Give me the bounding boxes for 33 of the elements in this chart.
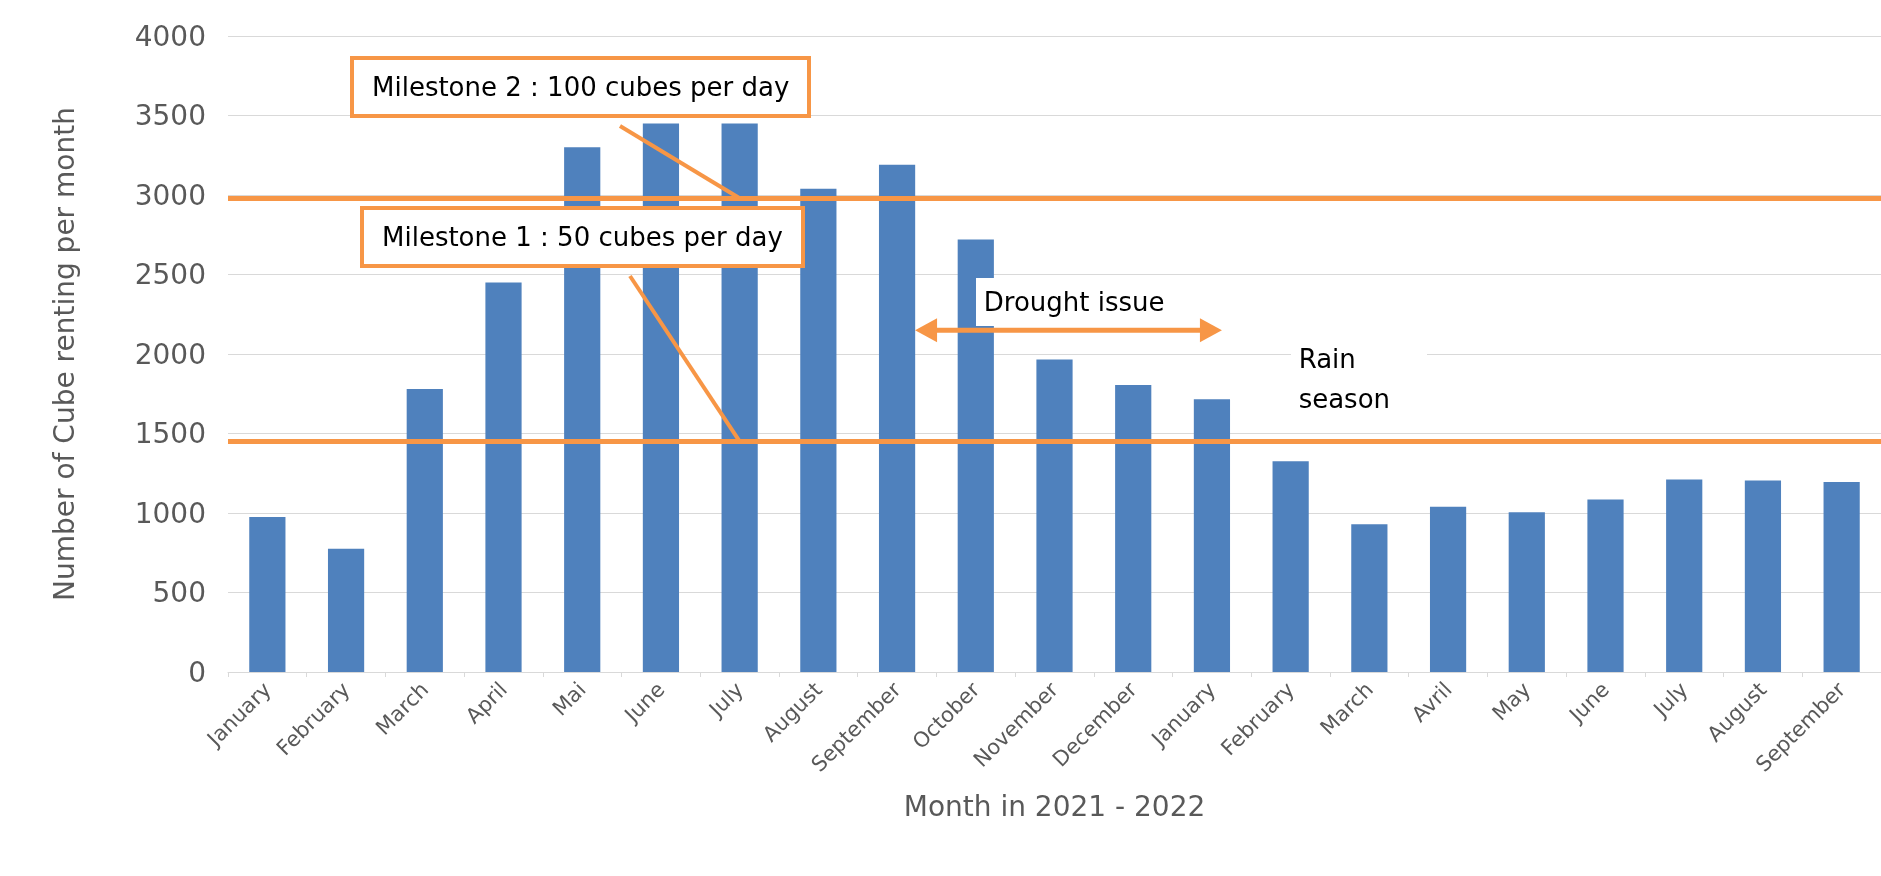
y-axis-title: Number of Cube renting per month bbox=[47, 107, 81, 601]
y-tick-label: 0 bbox=[188, 655, 206, 689]
bar bbox=[1508, 512, 1545, 672]
bar bbox=[249, 516, 286, 672]
y-tick-label: 1500 bbox=[134, 417, 206, 450]
bar bbox=[1429, 506, 1467, 672]
x-tick-label: Mai bbox=[547, 677, 591, 721]
bar bbox=[406, 388, 443, 672]
bar bbox=[1587, 499, 1624, 672]
x-axis-title: Month in 2021 - 2022 bbox=[903, 789, 1206, 823]
y-tick-label: 2000 bbox=[134, 337, 206, 371]
bar bbox=[1036, 359, 1073, 672]
annotation: Milestone 2 : 100 cubes per day bbox=[350, 56, 812, 118]
y-tick-label: 2500 bbox=[134, 258, 206, 291]
annotation: Rain season bbox=[1290, 334, 1427, 423]
y-tick-label: 4000 bbox=[134, 19, 206, 53]
bar bbox=[1823, 482, 1860, 672]
y-tick-label: 1000 bbox=[134, 496, 206, 530]
y-tick-label: 3500 bbox=[134, 99, 206, 132]
annotation: Milestone 1 : 50 cubes per day bbox=[360, 206, 805, 268]
bar bbox=[1115, 385, 1152, 672]
annotation: Drought issue bbox=[975, 277, 1173, 326]
y-tick-label: 500 bbox=[152, 576, 206, 609]
bar bbox=[1666, 479, 1703, 672]
bar bbox=[485, 282, 522, 672]
bar bbox=[1193, 399, 1231, 672]
bar bbox=[1351, 524, 1388, 672]
bar bbox=[800, 188, 837, 672]
y-tick-label: 3000 bbox=[134, 178, 206, 212]
bar bbox=[1744, 480, 1782, 672]
bar bbox=[1272, 461, 1309, 672]
bar bbox=[327, 548, 365, 672]
bar bbox=[878, 164, 916, 672]
